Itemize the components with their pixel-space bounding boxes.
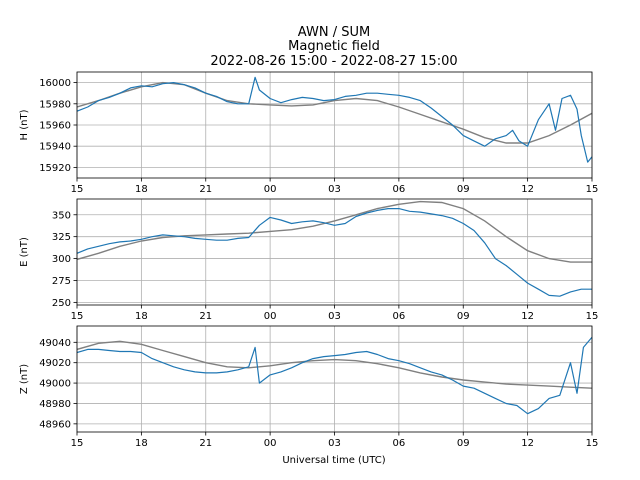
panel-h: 15 18 21 00 03 06 09 12 151592015940159601598016…	[19, 71, 599, 195]
y-tick-label-h-4: 16000	[39, 78, 71, 89]
y-tick-label-z-4: 49040	[39, 338, 71, 349]
x-tick-label-h-4: 03	[328, 184, 341, 195]
x-tick-label-z-7: 12	[521, 438, 534, 449]
y-tick-label-z-3: 49020	[39, 358, 71, 369]
y-tick-label-e-4: 350	[52, 210, 71, 221]
panel-z: 15 18 21 00 03 06 09 12 154896048980490004902049…	[19, 325, 599, 449]
x-tick-label-z-3: 00	[264, 438, 277, 449]
y-tick-label-e-0: 250	[52, 298, 71, 309]
y-tick-label-e-2: 300	[52, 254, 71, 265]
x-tick-label-h-2: 21	[199, 184, 212, 195]
x-tick-label-e-2: 21	[199, 311, 212, 322]
x-tick-label-z-8: 15	[586, 438, 599, 449]
series-group-z	[77, 336, 592, 415]
series-model-line-z	[77, 340, 592, 389]
series-measured-line-z	[77, 336, 592, 415]
y-tick-label-z-0: 48960	[39, 419, 71, 430]
y-axis-label-z: Z (nT)	[19, 364, 30, 394]
y-tick-label-h-3: 15980	[39, 99, 71, 110]
series-group-e	[77, 200, 592, 297]
axes-frame-z	[76, 325, 593, 433]
x-tick-label-z-2: 21	[199, 438, 212, 449]
x-tick-label-e-8: 15	[586, 311, 599, 322]
y-tick-label-e-3: 325	[52, 232, 71, 243]
x-tick-label-z-5: 06	[393, 438, 406, 449]
x-tick-label-e-4: 03	[328, 311, 341, 322]
series-model-line-h	[77, 81, 592, 144]
x-tick-label-z-6: 09	[457, 438, 470, 449]
y-axis-label-e: E (nT)	[19, 237, 30, 267]
y-axis-label-h: H (nT)	[19, 109, 30, 140]
y-tick-label-h-2: 15960	[39, 121, 71, 132]
x-tick-label-h-8: 15	[586, 184, 599, 195]
x-tick-label-e-7: 12	[521, 311, 534, 322]
series-model-line-e	[77, 200, 592, 263]
figure-title-line-1: AWN / SUM	[298, 25, 370, 40]
axes-frame-h	[76, 71, 593, 179]
series-group-h	[77, 76, 592, 163]
x-tick-label-z-4: 03	[328, 438, 341, 449]
x-tick-label-z-0: 15	[71, 438, 84, 449]
figure-title-line-2: Magnetic field	[288, 39, 380, 54]
x-tick-label-h-7: 12	[521, 184, 534, 195]
x-tick-label-e-3: 00	[264, 311, 277, 322]
x-tick-label-h-3: 00	[264, 184, 277, 195]
figure-title-line-3: 2022-08-26 15:00 - 2022-08-27 15:00	[210, 54, 457, 69]
y-tick-label-z-2: 49000	[39, 379, 71, 390]
series-measured-line-h	[77, 76, 592, 163]
x-tick-label-e-0: 15	[71, 311, 84, 322]
x-tick-label-h-6: 09	[457, 184, 470, 195]
y-tick-label-z-1: 48980	[39, 399, 71, 410]
y-tick-label-e-1: 275	[52, 276, 71, 287]
x-tick-label-e-1: 18	[135, 311, 148, 322]
y-tick-label-h-1: 15940	[39, 142, 71, 153]
x-tick-label-e-5: 06	[393, 311, 406, 322]
x-tick-label-h-0: 15	[71, 184, 84, 195]
x-tick-label-h-1: 18	[135, 184, 148, 195]
y-tick-label-h-0: 15920	[39, 163, 71, 174]
subplot-panels: 15 18 21 00 03 06 09 12 151592015940159601598016…	[19, 71, 599, 449]
x-tick-label-z-1: 18	[135, 438, 148, 449]
x-tick-label-e-6: 09	[457, 311, 470, 322]
x-axis-label: Universal time (UTC)	[282, 455, 385, 466]
series-measured-line-e	[77, 208, 592, 297]
axes-frame-e	[76, 198, 593, 306]
x-tick-label-h-5: 06	[393, 184, 406, 195]
